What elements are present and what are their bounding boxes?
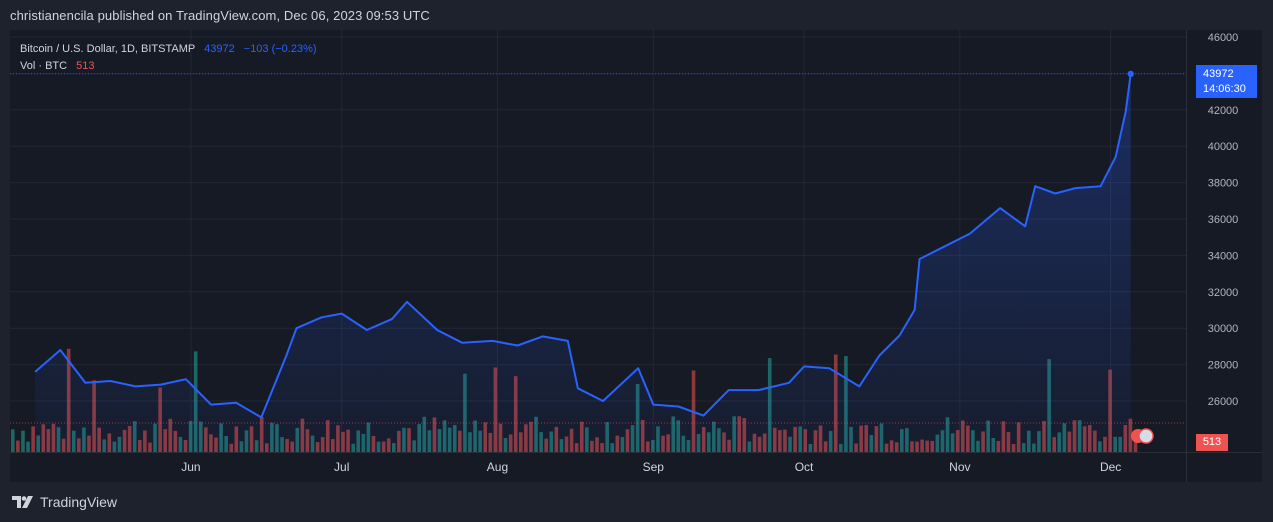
y-tick-label: 46000: [1208, 32, 1239, 44]
x-tick-label: Jun: [181, 460, 200, 474]
volume-bar: [11, 429, 15, 452]
volume-label[interactable]: Vol · BTC: [20, 60, 68, 72]
volume-bar: [16, 440, 20, 452]
footer-brand[interactable]: TradingView: [12, 494, 117, 510]
y-tick-label: 34000: [1208, 250, 1239, 262]
price-area: [35, 73, 1131, 453]
y-tick-label: 28000: [1208, 360, 1239, 372]
volume-badge: 513: [1196, 434, 1228, 451]
tradingview-logo-icon: [12, 496, 33, 508]
y-tick-label: 32000: [1208, 287, 1239, 299]
x-tick-label: Sep: [643, 460, 665, 474]
volume-bar: [26, 441, 30, 452]
us-flag-icon: [1138, 428, 1154, 444]
chart-panel[interactable]: 26000 28000 30000 32000 34000 36000 38000 40000…: [10, 30, 1262, 482]
brand-name: TradingView: [40, 494, 118, 510]
x-tick-label: Aug: [487, 460, 508, 474]
axes: 26000 28000 30000 32000 34000 36000 38000 40000…: [10, 30, 1262, 482]
symbol-row: Bitcoin / U.S. Dollar, 1D, BITSTAMP 4397…: [20, 39, 317, 59]
x-tick-label: Dec: [1100, 460, 1121, 474]
x-tick-label: Nov: [949, 460, 970, 474]
event-icon: [1131, 428, 1154, 444]
volume-bar: [31, 426, 35, 452]
badge-price: 43972: [1203, 68, 1234, 80]
volume-value: 513: [76, 60, 95, 72]
volume-row: Vol · BTC 513: [20, 56, 317, 76]
price-line-path: [34, 73, 1132, 419]
y-tick-label: 42000: [1208, 105, 1239, 117]
price-line: [10, 70, 1186, 419]
symbol-title[interactable]: Bitcoin / U.S. Dollar, 1D, BITSTAMP: [20, 43, 196, 55]
last-price: 43972: [204, 43, 235, 55]
x-tick-label: Jul: [334, 460, 349, 474]
x-tick-label: Oct: [795, 460, 814, 474]
y-tick-label: 40000: [1208, 141, 1239, 153]
price-change: −103 (−0.23%): [243, 43, 317, 55]
y-tick-label: 30000: [1208, 323, 1239, 335]
price-chart[interactable]: 26000 28000 30000 32000 34000 36000 38000 40000…: [10, 30, 1262, 482]
last-price-badge: 43972 14:06:30: [1196, 65, 1257, 98]
volume-bar: [1133, 439, 1138, 452]
chart-legend: Bitcoin / U.S. Dollar, 1D, BITSTAMP 4397…: [20, 39, 317, 76]
volume-bar: [21, 430, 25, 452]
publish-info: christianencila published on TradingView…: [10, 8, 430, 23]
y-tick-label: 38000: [1208, 178, 1239, 190]
y-tick-label: 26000: [1208, 396, 1239, 408]
y-tick-label: 36000: [1208, 214, 1239, 226]
price-area-fill: [35, 73, 1131, 453]
last-price-dot: [1127, 70, 1134, 78]
badge-countdown: 14:06:30: [1203, 83, 1246, 95]
